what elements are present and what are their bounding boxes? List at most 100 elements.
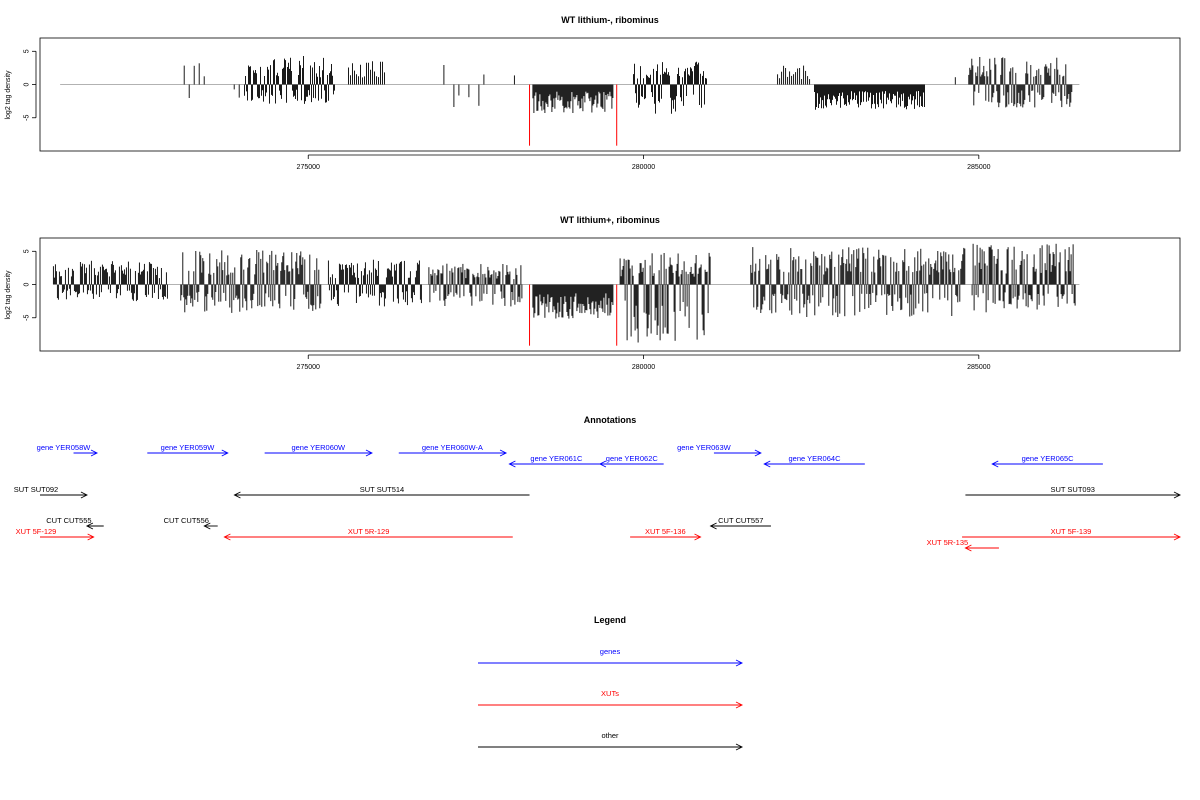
annotation-feature: gene YER059W [147,443,229,457]
coverage-bars [52,243,1080,346]
plot-frame [39,37,1181,152]
feature-arrow [478,743,744,751]
annotation-label: CUT CUT557 [718,516,763,525]
arrow-head [735,659,744,667]
panel-title: WT lithium+, ribominus [560,215,660,225]
annotation-label: CUT CUT556 [164,516,209,525]
annotation-label: gene YER061C [530,454,583,463]
feature-arrow [203,522,218,530]
annotation-feature: gene YER062C [598,454,664,468]
axes: -5 0 5 275000 280000 285000 [23,49,990,171]
annotation-label: CUT CUT555 [46,516,91,525]
legend-label: genes [600,647,621,656]
feature-arrow [40,533,95,541]
feature-arrow [991,460,1103,468]
arrow-head [598,460,607,468]
feature-arrow [398,449,508,457]
coverage-panel-lithium-plus: WT lithium+, ribominus log2 tag density … [5,215,1181,371]
plot-frame [39,237,1181,352]
annotation-label: gene YER060W-A [422,443,483,452]
legend-entry: other [478,731,744,751]
panel-title: WT lithium-, ribominus [561,15,659,25]
annotation-feature: gene YER064C [763,454,865,468]
annotation-feature: XUT 5R-129 [223,527,513,541]
annotation-feature: XUT 5F-136 [630,527,702,541]
annotation-feature: gene YER065C [991,454,1103,468]
feature-arrow [85,522,104,530]
feature-arrow [709,522,771,530]
y-tick-label: -5 [23,115,30,121]
feature-arrow [223,533,513,541]
axes: -5 0 5 275000 280000 285000 [23,249,990,371]
annotation-feature: gene YER061C [508,454,604,468]
coverage-panel-lithium-minus: WT lithium-, ribominus log2 tag density … [5,15,1181,171]
legend-entries: genes XUTs other [478,647,744,751]
legend-entry: genes [478,647,744,667]
feature-arrow [630,533,702,541]
annotation-label: SUT SUT514 [360,485,404,494]
annotation-label: XUT 5R-129 [348,527,390,536]
annotation-feature: gene YER063W [677,443,762,457]
arrow-head [754,449,762,457]
arrow-head [85,522,94,530]
annotation-feature: CUT CUT555 [46,516,104,530]
x-tick-label: 275000 [297,164,320,171]
y-axis-label: log2 tag density [5,70,12,120]
annotation-feature: XUT 5R-135 [927,538,999,552]
feature-arrow [233,491,530,499]
arrow-head [1173,533,1182,541]
annotation-feature: SUT SUT514 [233,485,530,499]
feature-arrow [478,701,744,709]
feature-arrow [713,449,762,457]
coverage-bars [60,56,1080,146]
x-tick-label: 280000 [632,364,655,371]
annotation-feature: CUT CUT556 [164,516,218,530]
arrow-head [203,522,211,530]
legend-label: XUTs [601,689,619,698]
annotation-label: XUT 5R-135 [927,538,969,547]
x-tick-label: 285000 [967,164,990,171]
x-tick-label: 280000 [632,164,655,171]
feature-arrow [763,460,865,468]
feature-arrow [73,449,99,457]
feature-arrow [147,449,229,457]
arrow-head [735,701,744,709]
annotations-title: Annotations [584,415,637,425]
annotation-label: gene YER062C [606,454,659,463]
y-tick-label: 0 [23,282,30,286]
arrow-head [694,533,702,541]
arrow-head [735,743,744,751]
arrow-head [233,491,241,499]
arrow-head [499,449,508,457]
legend: Legend genes XUTs other [478,615,744,751]
annotation-label: XUT 5F-136 [645,527,686,536]
x-tick-label: 285000 [967,364,990,371]
y-tick-label: 0 [23,82,30,86]
feature-arrow [478,659,744,667]
feature-arrow [508,460,604,468]
y-tick-label: 5 [23,249,30,253]
arrow-head [709,522,717,530]
annotation-feature: gene YER060W-A [398,443,508,457]
y-tick-label: -5 [23,315,30,321]
annotation-feature: XUT 5F-139 [962,527,1182,541]
feature-arrow [40,491,88,499]
feature-arrow [598,460,664,468]
feature-arrow [264,449,373,457]
y-tick-label: 5 [23,49,30,53]
x-tick-label: 275000 [297,364,320,371]
arrow-head [964,544,972,552]
annotation-feature: gene YER058W [37,443,99,457]
y-axis-label: log2 tag density [5,270,12,320]
annotation-feature: SUT SUT093 [965,485,1182,499]
annotation-feature: XUT 5F-129 [16,527,95,541]
annotation-feature: CUT CUT557 [709,516,771,530]
annotation-label: gene YER063W [677,443,732,452]
annotation-label: SUT SUT093 [1050,485,1094,494]
annotation-label: gene YER060W [291,443,346,452]
arrow-head [90,449,99,457]
arrow-head [80,491,88,499]
feature-arrow [964,544,999,552]
